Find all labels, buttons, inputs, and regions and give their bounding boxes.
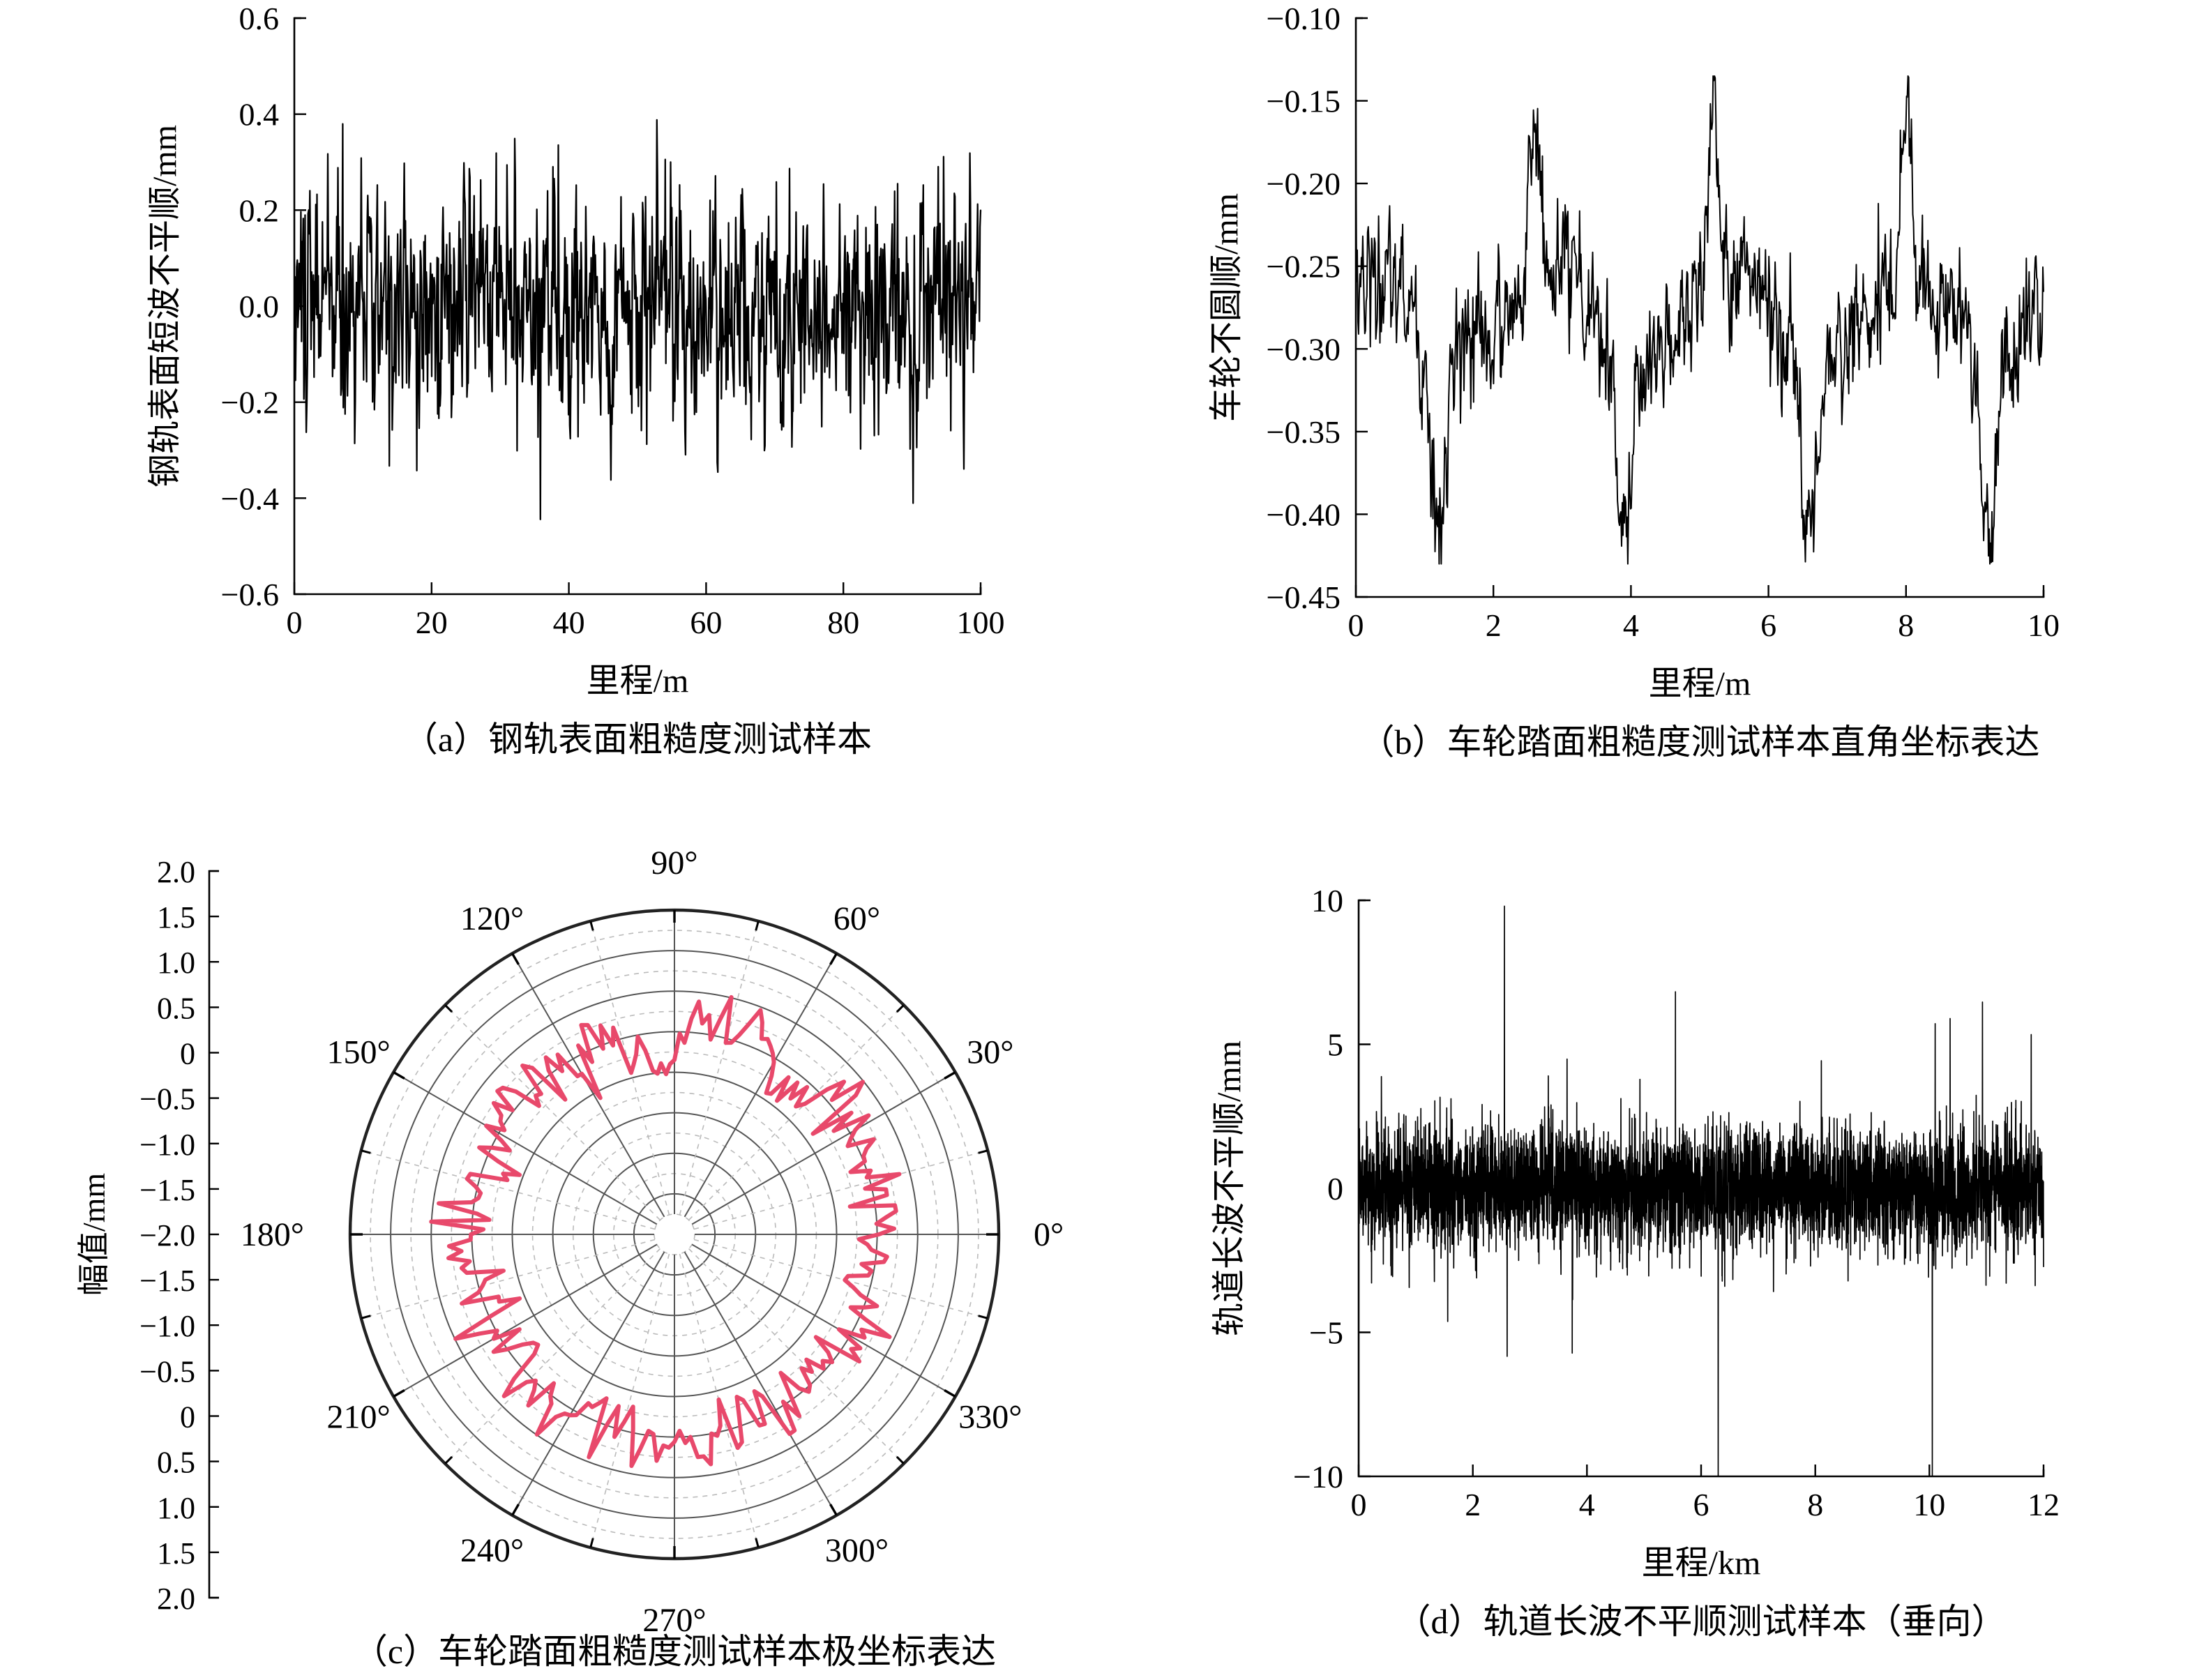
svg-text:−0.40: −0.40: [1267, 497, 1341, 532]
svg-text:0°: 0°: [1034, 1216, 1064, 1253]
svg-text:4: 4: [1579, 1487, 1595, 1522]
svg-text:0: 0: [287, 605, 303, 640]
svg-text:100: 100: [957, 605, 1005, 640]
svg-text:210°: 210°: [326, 1399, 390, 1436]
svg-text:10: 10: [1913, 1487, 1945, 1522]
svg-text:−1.0: −1.0: [139, 1128, 195, 1162]
svg-text:10: 10: [1311, 883, 1343, 918]
svg-text:−0.35: −0.35: [1267, 414, 1341, 450]
svg-text:20: 20: [416, 605, 448, 640]
svg-text:（c）车轮踏面粗糙度测试样本极坐标表达: （c）车轮踏面粗糙度测试样本极坐标表达: [353, 1632, 996, 1671]
svg-text:−0.4: −0.4: [221, 480, 279, 516]
svg-text:6: 6: [1760, 607, 1776, 643]
svg-text:4: 4: [1623, 607, 1639, 643]
svg-text:里程/m: 里程/m: [1649, 665, 1751, 702]
svg-text:90°: 90°: [651, 845, 697, 881]
svg-text:2: 2: [1486, 607, 1502, 643]
svg-text:120°: 120°: [460, 900, 524, 937]
svg-text:（a）钢轨表面粗糙度测试样本: （a）钢轨表面粗糙度测试样本: [403, 720, 872, 759]
svg-text:−0.2: −0.2: [221, 385, 279, 421]
svg-text:−1.0: −1.0: [139, 1309, 195, 1343]
svg-text:1.0: 1.0: [157, 1491, 195, 1525]
svg-text:−0.10: −0.10: [1267, 1, 1341, 36]
svg-text:0: 0: [180, 1037, 195, 1071]
svg-text:里程/m: 里程/m: [587, 663, 689, 699]
svg-text:0.6: 0.6: [239, 1, 280, 36]
svg-text:40: 40: [553, 605, 585, 640]
svg-text:8: 8: [1807, 1487, 1823, 1522]
svg-text:12: 12: [2028, 1487, 2060, 1522]
svg-text:车轮不圆顺/mm: 车轮不圆顺/mm: [1208, 193, 1245, 422]
svg-text:1.5: 1.5: [157, 900, 195, 934]
svg-text:0.4: 0.4: [239, 97, 280, 133]
svg-text:6: 6: [1693, 1487, 1709, 1522]
svg-text:0.2: 0.2: [239, 192, 280, 228]
svg-text:−5: −5: [1309, 1315, 1343, 1351]
svg-text:180°: 180°: [241, 1216, 304, 1253]
svg-text:2.0: 2.0: [157, 1582, 195, 1616]
svg-text:−2.0: −2.0: [139, 1218, 195, 1253]
svg-text:8: 8: [1898, 607, 1914, 643]
svg-text:−0.15: −0.15: [1267, 84, 1341, 119]
svg-text:−0.30: −0.30: [1267, 331, 1341, 367]
svg-text:240°: 240°: [460, 1532, 524, 1569]
svg-text:0: 0: [1327, 1171, 1343, 1206]
svg-text:30°: 30°: [967, 1034, 1013, 1071]
svg-text:（b）车轮踏面粗糙度测试样本直角坐标表达: （b）车轮踏面粗糙度测试样本直角坐标表达: [1360, 722, 2040, 762]
svg-text:0.0: 0.0: [239, 289, 280, 324]
svg-text:0: 0: [1351, 1487, 1367, 1522]
svg-text:60°: 60°: [833, 900, 880, 937]
svg-text:0.5: 0.5: [157, 991, 195, 1025]
svg-text:−0.5: −0.5: [139, 1354, 195, 1388]
svg-text:60: 60: [690, 605, 722, 640]
svg-text:幅值/mm: 幅值/mm: [76, 1173, 112, 1296]
svg-text:1.0: 1.0: [157, 946, 195, 980]
svg-text:0: 0: [1348, 607, 1364, 643]
svg-text:0: 0: [180, 1400, 195, 1435]
svg-text:2.0: 2.0: [157, 855, 195, 889]
svg-text:−0.20: −0.20: [1267, 166, 1341, 202]
svg-text:钢轨表面短波不平顺/mm: 钢轨表面短波不平顺/mm: [146, 125, 183, 487]
svg-text:里程/km: 里程/km: [1642, 1545, 1761, 1582]
svg-text:0.5: 0.5: [157, 1446, 195, 1480]
svg-text:−10: −10: [1293, 1459, 1343, 1494]
svg-text:2: 2: [1465, 1487, 1481, 1522]
svg-text:80: 80: [827, 605, 859, 640]
svg-text:−0.45: −0.45: [1267, 580, 1341, 615]
svg-text:300°: 300°: [825, 1532, 889, 1569]
svg-text:−0.5: −0.5: [139, 1082, 195, 1117]
svg-text:−1.5: −1.5: [139, 1264, 195, 1298]
svg-text:轨道长波不平顺/mm: 轨道长波不平顺/mm: [1211, 1040, 1248, 1336]
svg-text:−0.25: −0.25: [1267, 249, 1341, 285]
svg-text:−1.5: −1.5: [139, 1173, 195, 1207]
svg-text:10: 10: [2028, 607, 2060, 643]
svg-text:1.5: 1.5: [157, 1536, 195, 1571]
svg-text:（d）轨道长波不平顺测试样本（垂向）: （d）轨道长波不平顺测试样本（垂向）: [1396, 1602, 2007, 1641]
svg-text:150°: 150°: [326, 1034, 390, 1071]
svg-text:5: 5: [1327, 1027, 1343, 1063]
svg-text:−0.6: −0.6: [221, 577, 279, 612]
svg-text:330°: 330°: [958, 1399, 1022, 1436]
